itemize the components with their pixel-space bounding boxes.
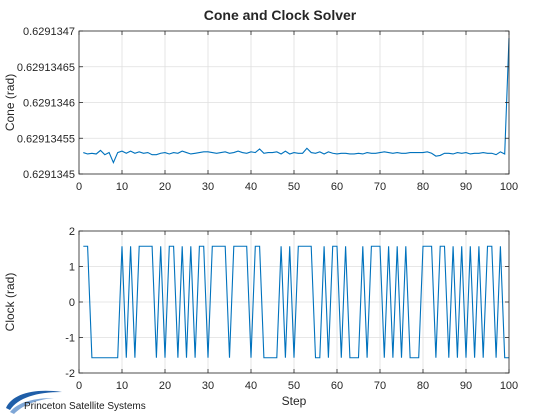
cone-xtick-label-8: 80 [417, 181, 429, 193]
clock-xtick-label-7: 70 [374, 380, 386, 392]
clock-xtick-label-10: 100 [500, 380, 518, 392]
cone-xtick-label-7: 70 [374, 181, 386, 193]
clock-xtick-label-9: 90 [460, 380, 472, 392]
clock-xtick-label-6: 60 [331, 380, 343, 392]
cone-ytick-label-1: 0.62913455 [17, 133, 75, 145]
cone-xtick-label-3: 30 [202, 181, 214, 193]
company-logo: Princeton Satellite Systems [4, 386, 154, 416]
cone-plot: 0 10 20 30 40 50 60 70 80 90 100 0.6291345 0.6291345… [3, 26, 518, 193]
clock-ytick-label-3: 1 [69, 262, 75, 274]
cone-xtick-label-5: 50 [288, 181, 300, 193]
clock-xtick-label-8: 80 [417, 380, 429, 392]
clock-xtick-label-2: 20 [159, 380, 171, 392]
cone-ytick-label-4: 0.6291347 [23, 26, 75, 38]
clock-ylabel: Clock (rad) [3, 273, 17, 332]
clock-xtick-label-0: 0 [76, 380, 82, 392]
cone-ytick-label-0: 0.6291345 [23, 169, 75, 181]
figure-title: Cone and Clock Solver [204, 7, 357, 23]
clock-xtick-label-1: 10 [116, 380, 128, 392]
cone-xtick-label-10: 100 [500, 181, 518, 193]
clock-plot: 0 10 20 30 40 50 60 70 80 90 100 -2 -1 0 1 2 Clock (rad)… [3, 226, 518, 408]
cone-xtick-label-1: 10 [116, 181, 128, 193]
clock-xtick-label-4: 40 [245, 380, 257, 392]
company-name: Princeton Satellite Systems [24, 401, 146, 412]
cone-xtick-label-6: 60 [331, 181, 343, 193]
cone-series-line-0 [83, 38, 510, 164]
clock-ytick-label-0: -2 [65, 368, 75, 380]
clock-xtick-label-3: 30 [202, 380, 214, 392]
cone-xtick-label-4: 40 [245, 181, 257, 193]
cone-ytick-label-3: 0.62913465 [17, 62, 75, 74]
cone-xtick-label-2: 20 [159, 181, 171, 193]
cone-ytick-label-2: 0.6291346 [23, 98, 75, 110]
clock-xlabel: Step [282, 394, 307, 408]
logo-swoosh-icon [6, 390, 62, 414]
clock-ytick-label-1: -1 [65, 333, 75, 345]
clock-ytick-label-4: 2 [69, 226, 75, 238]
clock-ytick-label-2: 0 [69, 297, 75, 309]
clock-xtick-label-5: 50 [288, 380, 300, 392]
cone-xtick-label-0: 0 [76, 181, 82, 193]
clock-series-line-0 [83, 245, 509, 359]
cone-ylabel: Cone (rad) [3, 74, 17, 131]
cone-xtick-label-9: 90 [460, 181, 472, 193]
